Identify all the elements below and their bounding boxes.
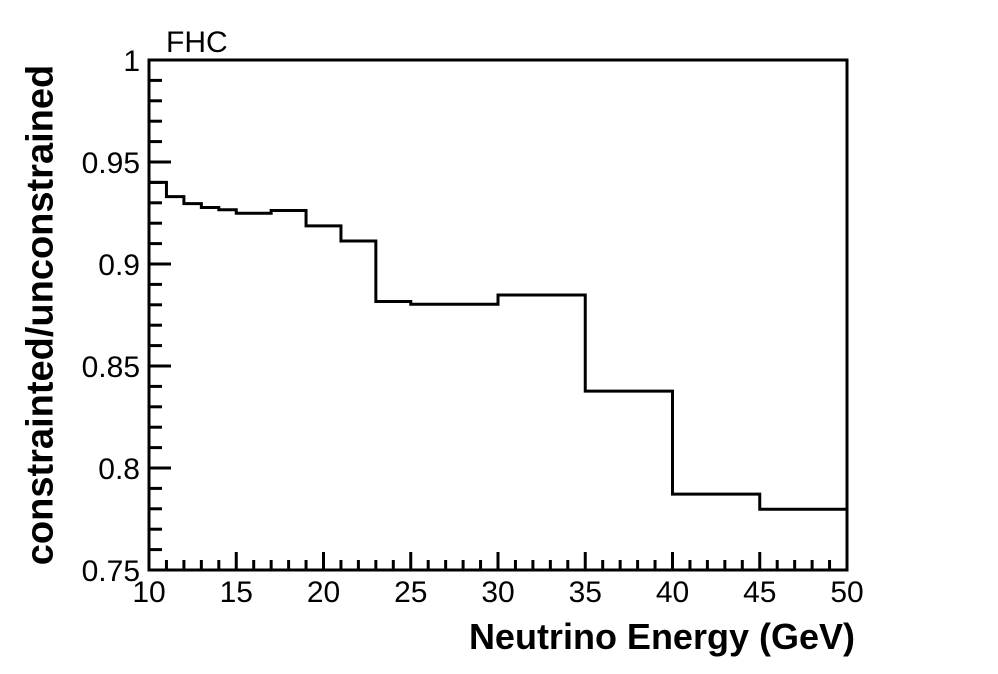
- y-axis-title: constrainted/unconstrained: [19, 64, 62, 566]
- x-tick-label: 25: [394, 576, 427, 609]
- x-tick-label: 15: [220, 576, 253, 609]
- x-tick-label: 40: [656, 576, 689, 609]
- y-tick-label: 0.85: [82, 351, 140, 384]
- y-tick-label: 0.9: [98, 249, 140, 282]
- x-axis-title: Neutrino Energy (GeV): [468, 616, 855, 657]
- histogram-step-line: [149, 180, 847, 511]
- plot-title: FHC: [166, 26, 228, 59]
- x-tick-label: 30: [481, 576, 514, 609]
- y-tick-label: 0.75: [82, 555, 140, 588]
- x-tick-label: 10: [132, 576, 165, 609]
- y-tick-label: 0.95: [82, 147, 140, 180]
- x-tick-label: 35: [569, 576, 602, 609]
- y-tick-label: 1: [123, 45, 140, 78]
- x-tick-label: 45: [743, 576, 776, 609]
- y-tick-label: 0.8: [98, 453, 140, 486]
- x-tick-label: 20: [307, 576, 340, 609]
- x-tick-label: 50: [830, 576, 863, 609]
